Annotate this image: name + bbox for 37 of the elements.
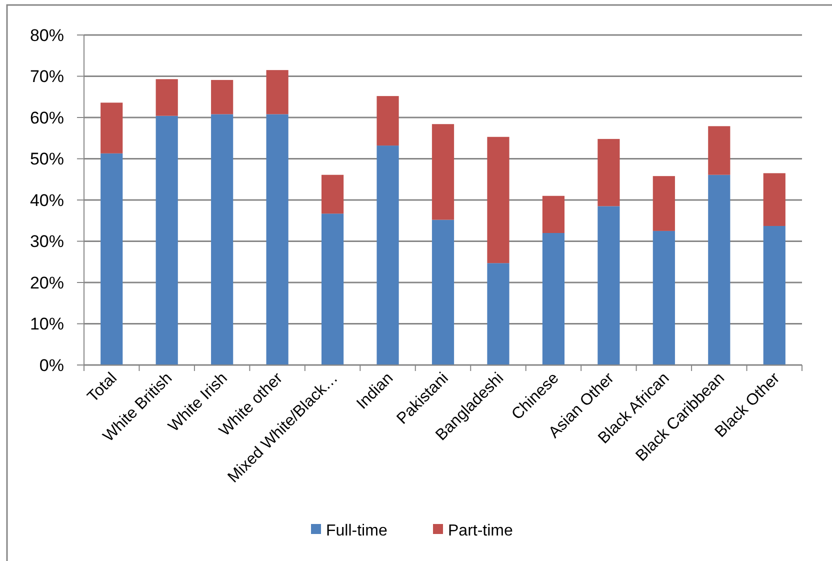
legend-label: Full-time: [326, 522, 388, 540]
bar: [211, 114, 234, 365]
bar: [598, 138, 620, 206]
y-tick-label: 30%: [30, 232, 64, 252]
bar: [708, 174, 730, 365]
bar: [542, 196, 565, 233]
y-tick-label: 0%: [39, 356, 64, 375]
bar: [652, 176, 675, 231]
bar: [100, 153, 123, 365]
bar: [542, 233, 565, 365]
bar: [100, 102, 123, 154]
y-tick-label: 40%: [30, 190, 64, 210]
bar: [432, 124, 454, 220]
y-tick-label: 70%: [30, 67, 64, 86]
bar: [376, 96, 399, 146]
bar: [432, 220, 454, 365]
bar: [321, 214, 344, 365]
bar: [321, 174, 344, 214]
bar: [266, 114, 288, 365]
bar: [376, 146, 399, 365]
bar: [763, 226, 786, 365]
bar: [598, 206, 620, 365]
bar: [211, 80, 234, 114]
bar: [487, 263, 510, 365]
bar: [156, 116, 178, 365]
bar: [487, 136, 510, 264]
bar: [763, 173, 786, 226]
bar: [156, 79, 178, 116]
y-tick-label: 60%: [30, 108, 64, 128]
bar: [652, 230, 675, 365]
y-tick-label: 50%: [30, 150, 64, 169]
legend-label: Part-time: [448, 522, 513, 540]
bar: [708, 126, 730, 175]
y-tick-label: 20%: [30, 273, 64, 292]
y-tick-label: 80%: [30, 26, 64, 45]
bar: [266, 70, 288, 114]
y-tick-label: 10%: [30, 314, 64, 334]
